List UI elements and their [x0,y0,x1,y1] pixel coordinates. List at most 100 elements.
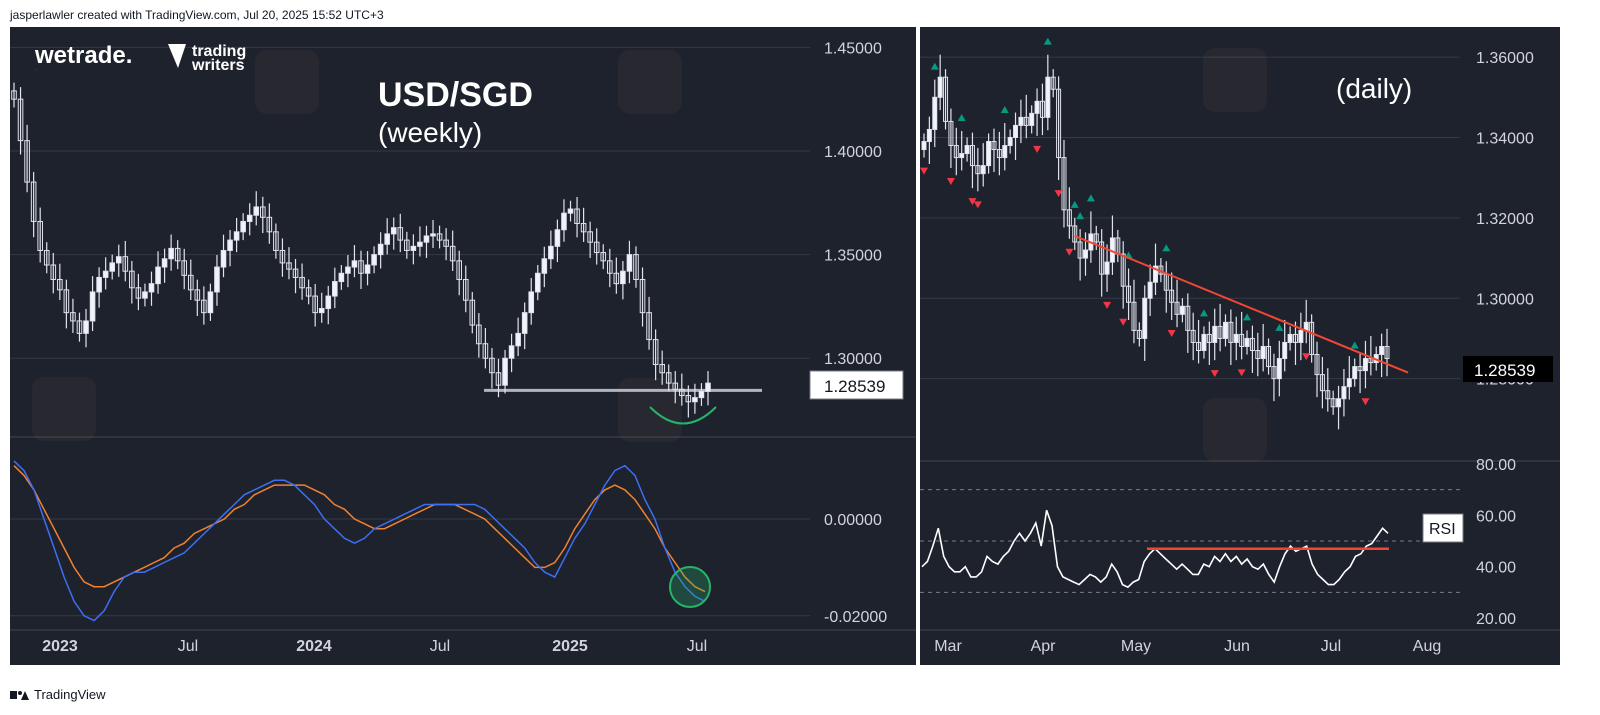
weekly-candle [541,246,548,288]
daily-candle-body [1050,76,1056,90]
daily-candle-body [1271,366,1277,380]
daily-candle-body [975,165,981,175]
daily-candle [1179,298,1185,323]
daily-candle [1368,336,1374,376]
weekly-candle [299,263,305,300]
weekly-candle [89,276,96,332]
watermark-mark [1203,48,1267,112]
weekly-candle [528,278,535,325]
daily-candle [1185,293,1191,353]
daily-candle [1276,340,1282,397]
daily-candle [1336,385,1342,430]
weekly-candle [364,251,371,286]
daily-candle-body [1239,333,1245,347]
weekly-candle [534,264,541,301]
daily-candle-body [921,141,927,151]
daily-candle-body [1013,124,1019,138]
daily-candle [1045,54,1051,131]
weekly-candle [220,234,227,278]
daily-candle-body [1029,112,1035,126]
weekly-candle-body [266,216,273,233]
daily-y-tick: 1.32000 [1476,211,1534,228]
daily-candle [1018,99,1024,144]
daily-candle-body [1330,398,1336,408]
daily-candle-body [1045,76,1051,118]
daily-candle [1206,321,1212,365]
daily-candle [1007,129,1013,154]
svg-text:·: · [35,67,37,73]
daily-up-fractal-marker [1086,194,1095,202]
weekly-candle [417,226,423,257]
weekly-candle [404,231,410,259]
daily-candle-body [1303,321,1309,331]
weekly-candle-body [17,98,24,142]
weekly-candle [214,255,220,306]
daily-down-fractal-marker [1065,248,1074,256]
weekly-candle [495,358,502,398]
rsi-y-tick: 20.00 [1476,611,1516,628]
daily-up-fractal-marker [957,114,966,122]
daily-candle [991,128,997,173]
weekly-candle [11,82,17,108]
daily-candle [1131,279,1137,344]
weekly-candle [70,298,76,333]
daily-candle [1169,272,1175,320]
wetrade-logo: wetrade. · [34,42,132,73]
weekly-candle-body [410,245,417,251]
weekly-candle-body [227,239,233,251]
daily-candle-body [1276,358,1282,380]
weekly-candle [161,248,168,283]
weekly-candle-body [332,281,338,297]
daily-down-fractal-marker [920,167,928,175]
daily-candle [953,127,959,176]
weekly-candle-body [495,372,502,386]
weekly-candle-body [665,372,672,384]
daily-down-fractal-marker [1167,329,1176,337]
weekly-candle-body [698,390,705,399]
daily-candle-body [1287,333,1293,343]
daily-candle [937,54,943,111]
weekly-candle [521,302,528,350]
weekly-candle [449,230,456,271]
daily-candle [926,116,932,165]
weekly-candle-body [377,243,384,256]
daily-candle-body [1282,341,1288,360]
weekly-candle [63,279,70,329]
daily-candle [1357,353,1363,394]
weekly-candle-body [423,235,430,243]
daily-x-tick: Apr [1031,638,1057,655]
weekly-candle-body [135,287,142,299]
weekly-candle [423,225,430,258]
weekly-candle [554,219,561,263]
rsi-label: RSI [1429,521,1456,538]
weekly-candle-body [436,233,443,241]
daily-candle-body [1120,253,1126,287]
weekly-candle [240,213,246,241]
weekly-candle [489,348,495,389]
weekly-candle [312,284,318,327]
macd-line [13,460,706,622]
weekly-candle-body [534,272,541,293]
daily-candle-body [1201,333,1207,351]
daily-candle [1309,314,1315,363]
weekly-candle [672,371,679,404]
daily-candle [1174,279,1180,328]
weekly-y-tick: 1.35000 [824,248,882,265]
daily-candle-body [1039,100,1045,118]
weekly-candle [76,312,83,342]
weekly-last-price: 1.28539 [824,377,885,396]
weekly-candle-body [515,332,521,347]
weekly-candle-body [390,227,397,235]
weekly-candle-body [567,208,574,214]
weekly-candle [705,371,711,406]
daily-down-fractal-marker [1054,190,1063,198]
weekly-candle [122,240,129,282]
daily-candle-body [991,141,997,151]
weekly-candle-body [541,258,548,274]
daily-candle-body [1190,329,1196,343]
daily-candle [1352,358,1358,387]
weekly-candle [338,264,345,290]
daily-candle [1319,356,1325,409]
weekly-candle [613,257,620,294]
weekly-candle-body [358,260,364,274]
